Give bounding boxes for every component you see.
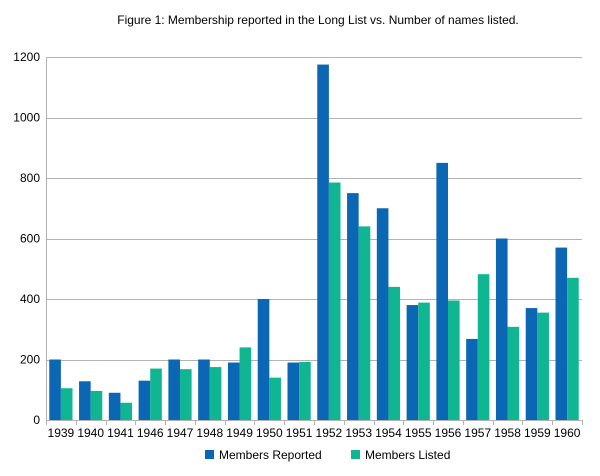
y-tick-label-0: 0 [33,413,40,427]
bar-members-listed-1948 [209,367,222,420]
bar-members-listed-1940 [90,390,103,420]
x-tick-label-1941: 1941 [107,426,134,440]
bar-members-reported-1954 [376,208,389,420]
bar-members-listed-1960 [567,277,579,420]
bars [49,64,579,420]
x-tick-label-1956: 1956 [435,426,462,440]
legend-swatch-members-reported [205,450,214,459]
x-tick-label-1959: 1959 [524,426,551,440]
x-axis-ticks: 1939 1940 1941 1946 1947 1948 1949 1950 1951 1952… [48,426,581,440]
bar-members-reported-1957 [466,338,478,420]
legend: Members Reported Members Listed [205,448,450,462]
bar-members-reported-1952 [317,64,329,420]
bar-members-listed-1955 [418,302,430,420]
x-tick-label-1948: 1948 [196,426,223,440]
bar-members-reported-1960 [555,247,568,420]
bar-members-listed-1952 [328,182,341,420]
bar-members-reported-1940 [79,381,91,420]
y-tick-label-600: 600 [20,232,40,246]
bar-members-reported-1950 [257,299,270,420]
axes [46,57,583,425]
bar-members-listed-1959 [537,312,549,420]
x-tick-label-1940: 1940 [77,426,104,440]
x-tick-label-1955: 1955 [405,426,432,440]
bar-members-reported-1946 [138,380,151,420]
bar-members-listed-1956 [448,300,460,420]
x-tick-label-1952: 1952 [316,426,343,440]
y-tick-label-400: 400 [20,292,40,306]
bar-members-reported-1947 [168,359,180,420]
bar-members-listed-1947 [180,369,192,420]
gridlines [46,57,582,361]
x-tick-label-1951: 1951 [286,426,313,440]
y-tick-label-1000: 1000 [13,111,40,125]
bar-members-reported-1955 [406,305,419,420]
bar-members-listed-1957 [477,274,490,420]
x-tick-label-1953: 1953 [345,426,372,440]
y-tick-label-1200: 1200 [13,50,40,64]
bar-members-listed-1953 [358,226,371,420]
x-tick-label-1939: 1939 [48,426,75,440]
bar-members-reported-1939 [49,359,61,420]
x-tick-label-1954: 1954 [375,426,402,440]
y-tick-label-800: 800 [20,171,40,185]
bar-members-listed-1950 [269,377,281,420]
x-tick-label-1947: 1947 [167,426,194,440]
legend-label-members-listed: Members Listed [365,448,450,462]
bar-members-listed-1939 [60,388,73,420]
x-tick-label-1949: 1949 [226,426,253,440]
chart-title: Figure 1: Membership reported in the Lon… [117,13,519,27]
x-tick-label-1957: 1957 [464,426,491,440]
legend-label-members-reported: Members Reported [219,448,322,462]
y-axis-ticks: 0 200 400 600 800 1000 1200 [13,50,40,427]
bar-members-listed-1951 [299,361,311,420]
bar-members-reported-1941 [108,392,121,420]
bar-members-reported-1959 [525,308,538,420]
bar-members-reported-1948 [198,359,210,420]
y-tick-label-200: 200 [20,353,40,367]
x-tick-label-1946: 1946 [137,426,164,440]
bar-members-listed-1954 [388,286,401,420]
bar-members-reported-1958 [495,238,508,420]
bar-members-listed-1949 [239,347,252,420]
bar-members-reported-1956 [436,162,448,420]
x-tick-label-1950: 1950 [256,426,283,440]
bar-members-listed-1946 [150,368,162,420]
legend-swatch-members-listed [351,450,360,459]
bar-members-listed-1941 [120,402,133,420]
bar-members-reported-1951 [287,362,300,420]
bar-members-reported-1949 [227,362,240,420]
bar-members-listed-1958 [507,326,520,420]
bar-members-reported-1953 [347,193,359,420]
x-tick-label-1960: 1960 [554,426,581,440]
x-tick-label-1958: 1958 [494,426,521,440]
